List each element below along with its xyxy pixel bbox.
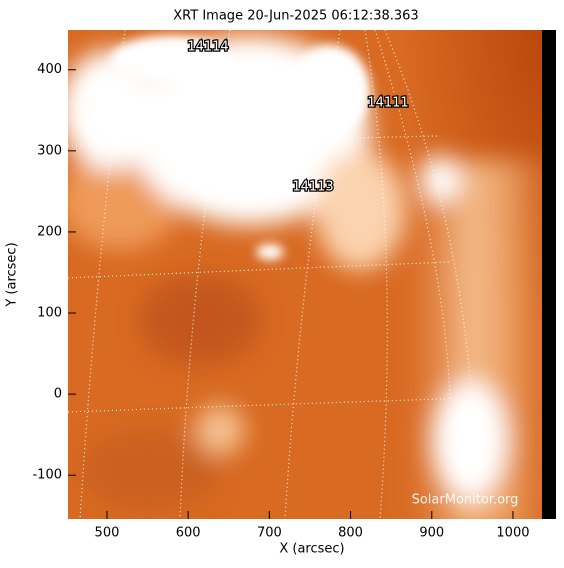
watermark: SolarMonitor.org: [412, 493, 519, 508]
y-tick-label: 0: [54, 387, 62, 402]
y-tick-label: 300: [37, 143, 62, 158]
region-label: 14114: [187, 40, 228, 55]
x-axis-label: X (arcsec): [279, 542, 344, 557]
x-tick-label: 500: [95, 526, 120, 541]
solar-image: [68, 30, 556, 519]
region-label: 14113: [292, 180, 333, 195]
y-tick-label: 100: [37, 306, 62, 321]
x-tick-label: 600: [176, 526, 201, 541]
y-tick-label: 200: [37, 224, 62, 239]
region-label: 14111: [367, 96, 408, 111]
y-axis-label: Y (arcsec): [5, 242, 20, 307]
y-tick-label: -100: [32, 468, 62, 483]
x-tick-label: 800: [338, 526, 363, 541]
x-tick-label: 700: [257, 526, 282, 541]
chart-title: XRT Image 20-Jun-2025 06:12:38.363: [173, 9, 418, 24]
x-tick-label: 900: [419, 526, 444, 541]
y-tick-label: 400: [37, 62, 62, 77]
x-tick-label: 1000: [496, 526, 529, 541]
